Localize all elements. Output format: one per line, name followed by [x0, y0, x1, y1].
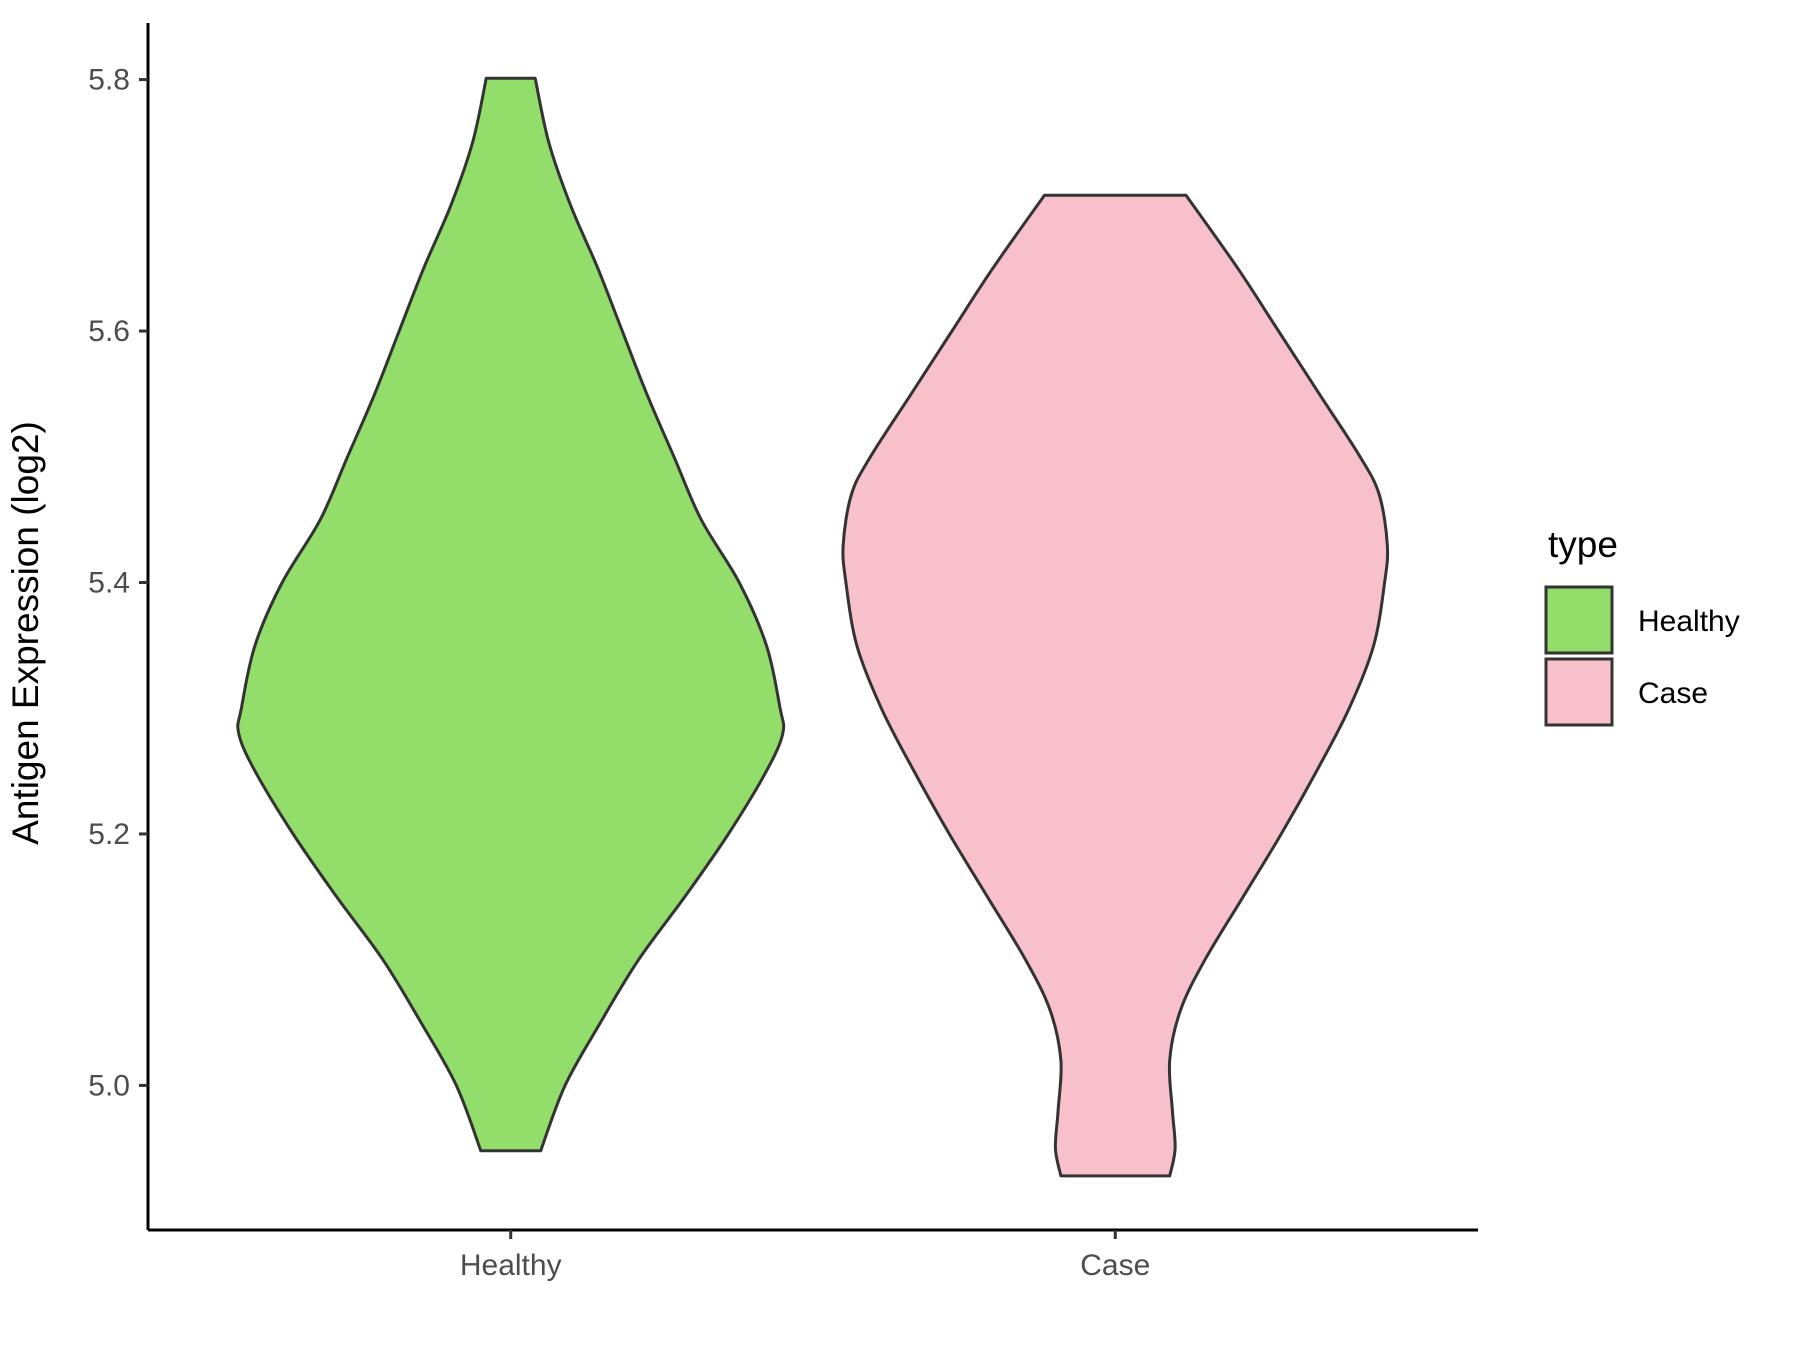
y-tick-label: 5.4: [88, 566, 130, 599]
y-axis-title: Antigen Expression (log2): [5, 421, 46, 845]
legend-label: Case: [1638, 677, 1708, 710]
y-axis-ticks: 5.0 5.2 5.4 5.6 5.8: [88, 64, 148, 1102]
legend-title: type: [1548, 524, 1618, 565]
violin-layer: [236, 76, 1390, 1178]
legend-key-case: [1544, 657, 1614, 727]
y-tick-label: 5.2: [88, 818, 130, 851]
legend: type Healthy Case: [1544, 524, 1740, 727]
x-tick-label: Case: [1080, 1249, 1150, 1282]
legend-label: Healthy: [1638, 605, 1740, 638]
violin-case: [841, 193, 1390, 1178]
legend-key-healthy: [1544, 585, 1614, 655]
x-axis-ticks: Healthy Case: [460, 1230, 1150, 1282]
x-tick-label: Healthy: [460, 1249, 562, 1282]
y-tick-label: 5.8: [88, 64, 130, 97]
y-tick-label: 5.6: [88, 315, 130, 348]
y-tick-label: 5.0: [88, 1069, 130, 1102]
violin-healthy: [236, 76, 786, 1153]
